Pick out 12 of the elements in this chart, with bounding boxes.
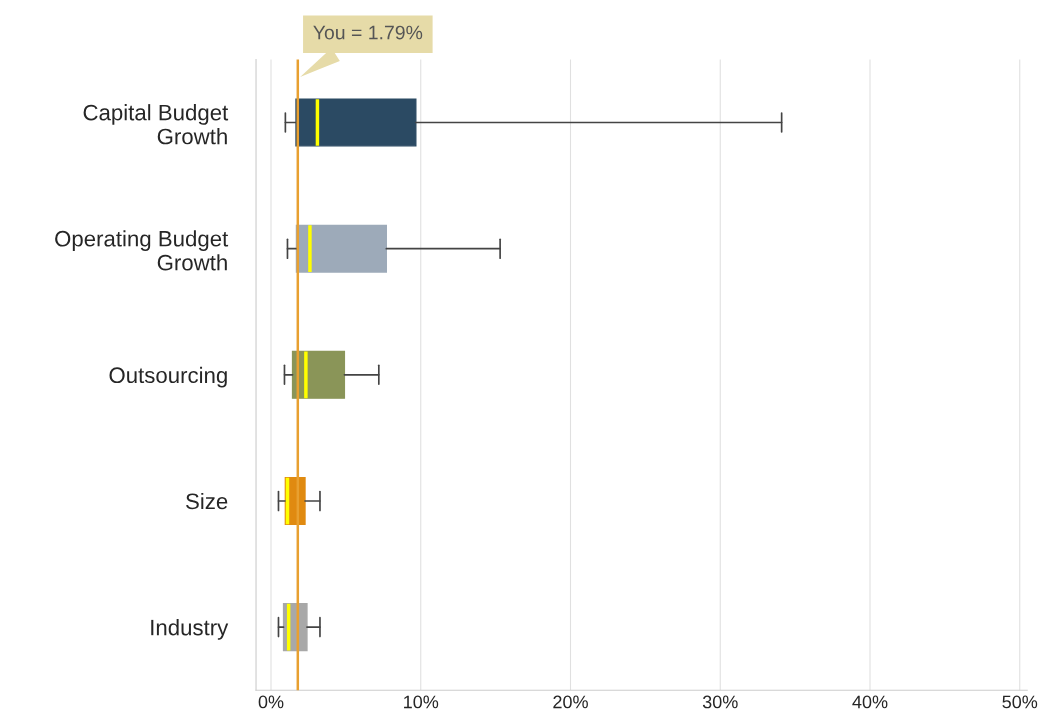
y-tick-label: Industry — [151, 619, 229, 640]
x-tick-label: 0% — [258, 695, 284, 709]
ref-line-label: You = 1.79% — [313, 25, 423, 40]
x-tick-label: 10% — [404, 695, 439, 709]
x-tick-label: 50% — [1002, 695, 1038, 709]
y-tick-label: Operating Budget Growth — [55, 230, 229, 271]
y-tick-label: Outsourcing — [109, 366, 227, 388]
x-tick-label: 30% — [702, 695, 738, 709]
y-tick-label: Capital Budget Growth — [83, 104, 229, 145]
y-tick-label: Size — [186, 492, 228, 510]
x-tick-label: 40% — [852, 695, 888, 709]
x-tick-label: 20% — [553, 695, 588, 709]
